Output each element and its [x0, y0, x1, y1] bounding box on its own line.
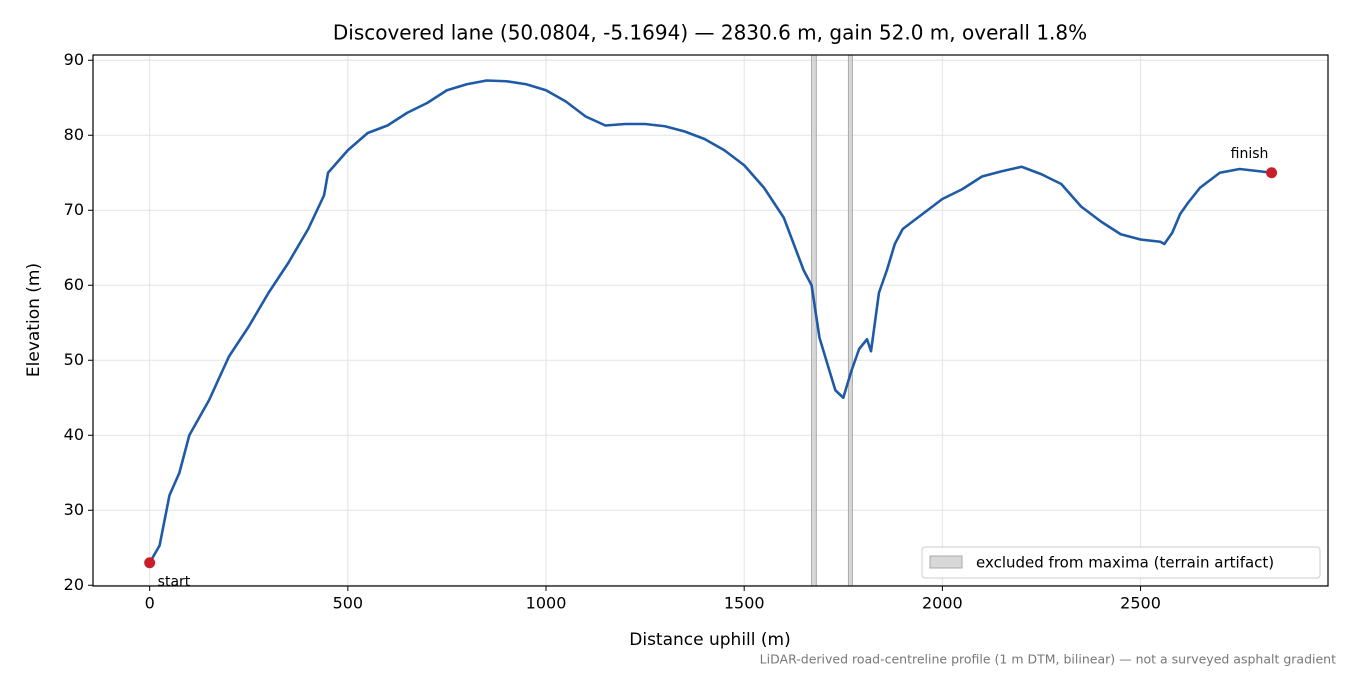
y-tick-label: 30 — [64, 500, 84, 519]
y-tick-label: 60 — [64, 275, 84, 294]
y-tick-label: 70 — [64, 200, 84, 219]
endpoint-marker — [144, 557, 156, 569]
y-axis-label: Elevation (m) — [24, 263, 44, 377]
elevation-line — [148, 79, 1272, 564]
endpoint-marker — [1266, 167, 1278, 179]
x-tick-label: 1500 — [724, 594, 765, 613]
legend-label: excluded from maxima (terrain artifact) — [976, 554, 1274, 572]
y-tick-label: 40 — [64, 425, 84, 444]
endpoint-label: finish — [1231, 146, 1269, 162]
legend-box — [921, 546, 1321, 579]
x-tick-label: 2000 — [922, 594, 963, 613]
legend-swatch — [929, 555, 963, 569]
endpoint-label: start — [158, 574, 191, 590]
x-tick-label: 1000 — [526, 594, 567, 613]
chart-title: Discovered lane (50.0804, -5.1694) — 283… — [333, 21, 1087, 45]
excluded-span — [847, 54, 853, 587]
x-tick-label: 500 — [333, 594, 364, 613]
x-tick-label: 2500 — [1120, 594, 1161, 613]
x-axis-label: Distance uphill (m) — [629, 630, 790, 650]
plot-frame — [92, 54, 1329, 587]
y-tick-label: 90 — [64, 50, 84, 69]
y-tick-label: 20 — [64, 575, 84, 594]
x-tick-label: 0 — [145, 594, 155, 613]
y-tick-label: 50 — [64, 350, 84, 369]
y-tick-label: 80 — [64, 125, 84, 144]
footnote: LiDAR-derived road-centreline profile (1… — [760, 652, 1336, 667]
